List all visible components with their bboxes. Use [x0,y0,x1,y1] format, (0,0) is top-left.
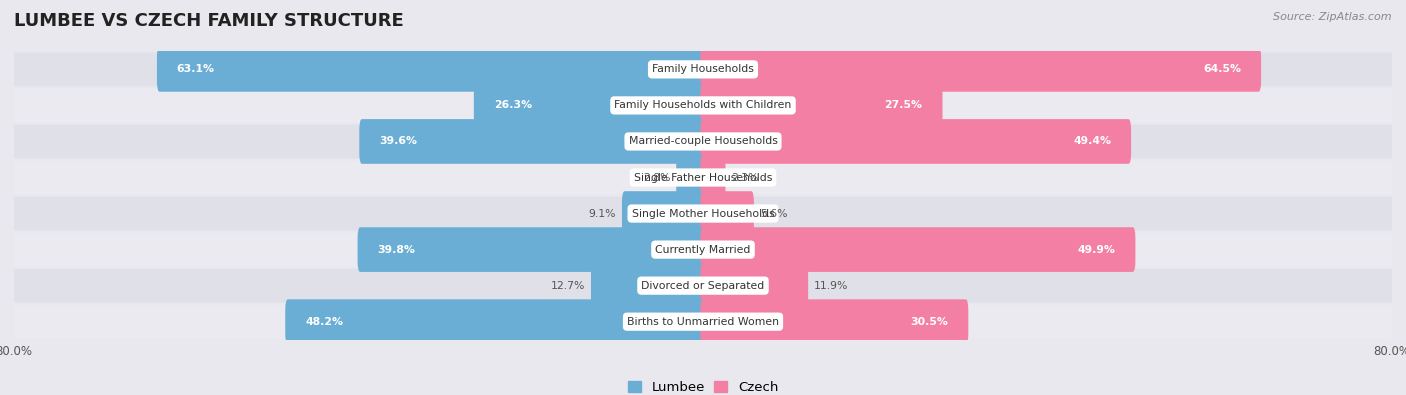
FancyBboxPatch shape [700,227,1136,272]
FancyBboxPatch shape [621,191,706,236]
Text: 63.1%: 63.1% [177,64,215,74]
Text: 26.3%: 26.3% [494,100,531,111]
FancyBboxPatch shape [700,299,969,344]
Text: 39.6%: 39.6% [380,136,418,147]
Text: 48.2%: 48.2% [305,317,343,327]
Text: Source: ZipAtlas.com: Source: ZipAtlas.com [1274,12,1392,22]
FancyBboxPatch shape [14,88,1392,122]
FancyBboxPatch shape [14,197,1392,231]
Text: Currently Married: Currently Married [655,245,751,255]
Text: Family Households: Family Households [652,64,754,74]
Text: Single Father Households: Single Father Households [634,173,772,182]
FancyBboxPatch shape [474,83,706,128]
Text: 49.4%: 49.4% [1073,136,1111,147]
FancyBboxPatch shape [700,191,754,236]
Text: 2.3%: 2.3% [731,173,759,182]
FancyBboxPatch shape [700,155,725,200]
Text: 9.1%: 9.1% [589,209,616,218]
FancyBboxPatch shape [14,124,1392,158]
Legend: Lumbee, Czech: Lumbee, Czech [626,378,780,395]
FancyBboxPatch shape [591,263,706,308]
Text: LUMBEE VS CZECH FAMILY STRUCTURE: LUMBEE VS CZECH FAMILY STRUCTURE [14,12,404,30]
FancyBboxPatch shape [285,299,706,344]
FancyBboxPatch shape [14,53,1392,87]
FancyBboxPatch shape [14,269,1392,303]
FancyBboxPatch shape [14,233,1392,267]
Text: 64.5%: 64.5% [1204,64,1241,74]
Text: 39.8%: 39.8% [377,245,415,255]
Text: 27.5%: 27.5% [884,100,922,111]
Text: Divorced or Separated: Divorced or Separated [641,280,765,291]
Text: 2.8%: 2.8% [643,173,671,182]
Text: 49.9%: 49.9% [1077,245,1115,255]
Text: 30.5%: 30.5% [911,317,949,327]
FancyBboxPatch shape [157,47,706,92]
FancyBboxPatch shape [700,47,1261,92]
FancyBboxPatch shape [14,305,1392,339]
Text: Family Households with Children: Family Households with Children [614,100,792,111]
FancyBboxPatch shape [357,227,706,272]
FancyBboxPatch shape [360,119,706,164]
Text: 11.9%: 11.9% [814,280,848,291]
FancyBboxPatch shape [676,155,706,200]
Text: 12.7%: 12.7% [551,280,585,291]
Text: Single Mother Households: Single Mother Households [631,209,775,218]
FancyBboxPatch shape [700,263,808,308]
FancyBboxPatch shape [700,83,942,128]
Text: Births to Unmarried Women: Births to Unmarried Women [627,317,779,327]
FancyBboxPatch shape [700,119,1130,164]
FancyBboxPatch shape [14,160,1392,194]
Text: 5.6%: 5.6% [759,209,787,218]
Text: Married-couple Households: Married-couple Households [628,136,778,147]
